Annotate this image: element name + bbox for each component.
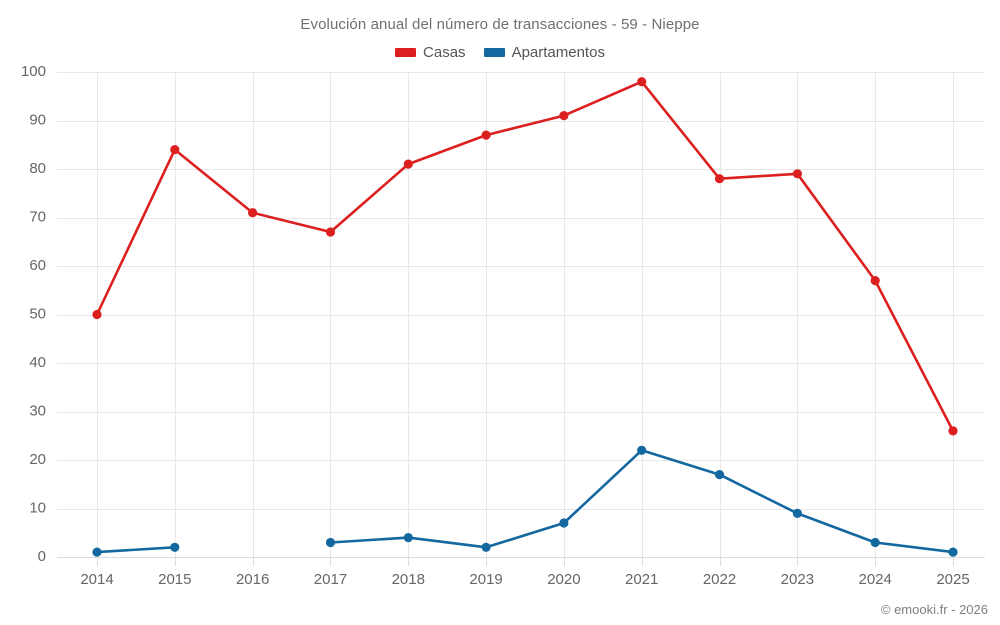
x-axis-tick-label: 2019 bbox=[469, 571, 502, 588]
chart-title: Evolución anual del número de transaccio… bbox=[300, 16, 700, 33]
data-point-marker[interactable] bbox=[637, 445, 647, 455]
data-point-marker[interactable] bbox=[792, 508, 803, 518]
x-axis-tick-label: 2022 bbox=[703, 571, 736, 588]
legend-swatch-icon bbox=[395, 48, 417, 57]
series-line bbox=[95, 546, 177, 554]
x-axis-tick-label: 2014 bbox=[80, 571, 113, 588]
chart-legend: Casas Apartamentos bbox=[0, 44, 1000, 61]
data-point-marker[interactable] bbox=[325, 537, 336, 548]
y-axis-tick-label: 10 bbox=[29, 499, 46, 516]
x-axis-tick-label: 2017 bbox=[314, 571, 347, 588]
data-point-marker[interactable] bbox=[948, 547, 958, 557]
data-point-marker[interactable] bbox=[637, 77, 647, 87]
legend-item-apartamentos[interactable]: Apartamentos bbox=[483, 44, 605, 61]
x-axis-tick-label: 2021 bbox=[625, 571, 658, 588]
data-point-marker[interactable] bbox=[403, 159, 413, 169]
x-axis-tick-label: 2018 bbox=[392, 571, 425, 588]
data-point-marker[interactable] bbox=[481, 542, 491, 552]
copyright-footer: © emooki.fr - 2026 bbox=[880, 602, 988, 617]
series-line bbox=[329, 449, 955, 554]
data-point-marker[interactable] bbox=[325, 227, 336, 237]
y-axis-tick-label: 80 bbox=[29, 160, 46, 177]
legend-item-label: Casas bbox=[423, 44, 466, 61]
legend-item-casas[interactable]: Casas bbox=[395, 44, 466, 61]
series-layer bbox=[92, 77, 958, 557]
x-axis-tick-label: 2015 bbox=[158, 571, 191, 588]
y-axis-tick-label: 70 bbox=[29, 208, 46, 225]
series-apartamentos bbox=[92, 445, 958, 557]
y-axis-tick-label: 100 bbox=[21, 63, 46, 80]
series-line bbox=[95, 80, 955, 433]
y-axis-tick-labels: 0 10 20 30 40 50 60 70 80 90 100 bbox=[21, 63, 46, 565]
data-point-marker[interactable] bbox=[170, 542, 180, 552]
y-axis-tick-label: 40 bbox=[29, 354, 46, 371]
x-axis-tick-label: 2020 bbox=[547, 571, 580, 588]
legend-swatch-icon bbox=[483, 48, 505, 57]
y-axis-tick-label: 30 bbox=[29, 402, 46, 419]
legend-item-label: Apartamentos bbox=[511, 44, 605, 61]
x-axis-tick-label: 2024 bbox=[858, 571, 891, 588]
data-point-marker[interactable] bbox=[870, 537, 880, 548]
x-axis-tick-label: 2023 bbox=[781, 571, 814, 588]
y-axis-tick-label: 50 bbox=[29, 305, 46, 322]
x-axis-tick-labels: 2014 2015 2016 2017 2018 2019 2020 2021 2022 2023… bbox=[80, 571, 969, 588]
data-point-marker[interactable] bbox=[948, 426, 958, 436]
data-point-marker[interactable] bbox=[870, 276, 880, 286]
grid-lines bbox=[57, 72, 985, 558]
data-point-marker[interactable] bbox=[559, 518, 569, 528]
data-point-marker[interactable] bbox=[714, 470, 725, 480]
y-axis-tick-label: 90 bbox=[29, 111, 46, 128]
series-casas bbox=[92, 77, 958, 436]
data-point-marker[interactable] bbox=[92, 547, 102, 557]
data-point-marker[interactable] bbox=[92, 309, 102, 320]
data-point-marker[interactable] bbox=[559, 111, 569, 121]
data-point-marker[interactable] bbox=[481, 130, 491, 140]
data-point-marker[interactable] bbox=[714, 174, 725, 184]
x-axis-tick-label: 2025 bbox=[936, 571, 969, 588]
data-point-marker[interactable] bbox=[170, 145, 180, 155]
x-axis-tick-label: 2016 bbox=[236, 571, 269, 588]
data-point-marker[interactable] bbox=[792, 169, 803, 179]
y-axis-tick-label: 20 bbox=[29, 451, 46, 468]
y-axis-tick-label: 60 bbox=[29, 257, 46, 274]
axis-lines bbox=[97, 557, 954, 566]
data-point-marker[interactable] bbox=[248, 208, 258, 218]
data-point-marker[interactable] bbox=[403, 533, 413, 543]
y-axis-tick-label: 0 bbox=[38, 548, 46, 565]
